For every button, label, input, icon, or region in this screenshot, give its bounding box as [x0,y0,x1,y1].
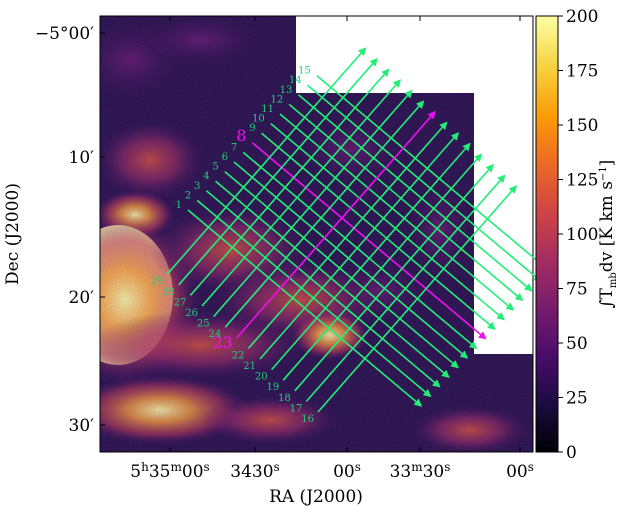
axis-ticks [100,16,521,452]
cut-line-27 [189,68,390,296]
y-tick-label: −5°00′ [35,24,94,44]
cut-line-28 [178,57,378,286]
colorbar-tick-label: 50 [566,334,588,354]
cut-label-9: 9 [249,123,255,134]
cut-label-2: 2 [185,190,191,201]
y-tick-label: 10′ [69,148,95,168]
cut-line-29 [166,47,367,275]
cut-line-23 [236,110,436,339]
cut-line-10 [270,122,506,321]
cut-label-23: 23 [212,333,232,352]
colorbar-ticks: 0 25 50 75 100 125 150 175 200 [558,7,598,463]
cut-label-12: 12 [270,94,283,105]
cut-line-6 [233,161,469,359]
cut-lines [166,47,552,413]
x-tick-label: 33m30s [390,460,451,482]
cut-label-4: 4 [203,171,209,182]
cut-label-27: 27 [174,297,187,308]
cut-line-18 [294,163,494,392]
y-tick-label: 20′ [69,288,95,308]
cut-label-19: 19 [266,382,279,393]
cut-line-5 [224,170,460,369]
colorbar-tick-label: 125 [566,171,598,191]
map-frame [99,15,534,453]
x-tick-label: 3430s [230,460,279,482]
cut-label-18: 18 [278,393,291,404]
x-tick-label: 00s [333,460,361,482]
colorbar-tick-label: 150 [566,116,598,136]
cut-label-24: 24 [208,329,221,340]
cut-label-3: 3 [194,181,200,192]
x-axis-title: RA (J2000) [269,487,363,507]
cut-line-4 [215,180,450,378]
colorbar [535,15,559,453]
cut-line-8 [251,142,487,340]
cut-label-14: 14 [289,75,302,86]
cut-line-22 [247,121,448,349]
cut-line-12 [288,103,524,302]
cut-label-1: 1 [176,200,182,211]
cut-label-10: 10 [252,114,265,125]
cut-label-11: 11 [261,104,274,115]
cut-label-17: 17 [290,403,303,414]
colorbar-tick-label: 0 [566,443,577,463]
cut-label-15: 15 [298,66,311,77]
cut-line-24 [224,100,425,328]
cut-label-25: 25 [197,319,210,330]
colorbar-tick-label: 175 [566,62,598,82]
cut-line-20 [270,142,471,371]
cut-label-28: 28 [162,287,175,298]
cut-label-5: 5 [212,162,218,173]
cut-label-26: 26 [185,308,198,319]
cut-line-25 [212,89,413,318]
colorbar-tick-label: 25 [566,389,588,409]
cut-line-26 [201,79,402,307]
cut-line-17 [305,174,506,402]
cut-line-3 [205,190,441,388]
y-axis-title: Dec (J2000) [3,183,23,285]
y-tick-label: 30′ [69,416,95,436]
colorbar-label: ∫Tmbdv [K km s−1] [597,160,619,309]
colorbar-tick-label: 200 [566,7,598,27]
cut-line-9 [261,132,496,330]
cut-label-21: 21 [243,361,256,372]
cut-label-20: 20 [255,372,268,383]
cut-line-7 [242,151,478,350]
cut-label-8: 8 [236,126,246,145]
cut-line-21 [259,132,460,360]
colorbar-tick-label: 75 [566,280,588,300]
cut-line-16 [317,185,518,413]
cut-label-7: 7 [231,142,237,153]
cut-label-13: 13 [280,85,293,96]
cut-line-19 [282,153,483,381]
x-tick-label: 00s [506,460,534,482]
cut-label-22: 22 [232,350,245,361]
cut-label-6: 6 [222,152,228,163]
x-tick-label: 5h35m00s [130,460,209,482]
cut-label-16: 16 [301,414,314,425]
colorbar-tick-label: 100 [566,225,598,245]
cut-line-11 [279,113,515,311]
cut-label-29: 29 [150,276,163,287]
